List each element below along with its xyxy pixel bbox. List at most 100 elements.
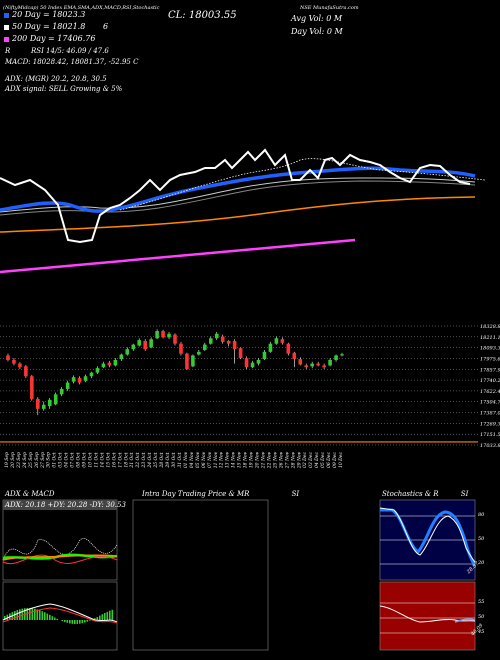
macd-bar (99, 615, 101, 620)
date-label: 11 Nov (213, 451, 219, 468)
adx-orange-line (2, 554, 118, 561)
candle-body (334, 355, 338, 360)
candle-body (322, 365, 326, 368)
date-label: 03 Oct (58, 452, 64, 467)
candle (53, 392, 58, 406)
candle (250, 360, 255, 369)
intraday-title-text: Intra Day Trading Price & MR (142, 490, 250, 498)
price-axis-label: 17622.47 (480, 389, 500, 395)
date-label: 07 Oct (70, 452, 76, 467)
date-label: 07 Nov (207, 451, 213, 468)
date-label: 25 Oct (153, 452, 159, 468)
candle (155, 329, 159, 340)
stoch-axis-20: 20 (478, 560, 485, 566)
candle (203, 342, 207, 351)
intraday-title-suffix: SI (291, 490, 300, 498)
close-price: CL: 18003.55 (168, 10, 237, 21)
macd-bar (76, 620, 79, 624)
macd-bar (81, 620, 84, 624)
date-label: 30 Oct (171, 452, 177, 467)
candle (59, 387, 64, 397)
date-label: 14 Oct (99, 452, 105, 467)
intraday-panel-frame (132, 499, 269, 651)
candle-body (41, 404, 46, 409)
candle-body (316, 363, 320, 366)
candle (6, 353, 10, 362)
date-label: 23 Oct (141, 452, 147, 468)
date-label: 04 Dec (314, 452, 320, 468)
ema20-line (0, 166, 476, 213)
study-list: EMA,SMA,ADX,MACD,RSI,Stochastic (63, 5, 160, 11)
ema20-legend: 20 Day = 18023.3 (12, 10, 86, 19)
candle-body (226, 340, 231, 344)
date-label: 15 Nov (237, 451, 243, 468)
adx-panel-title: ADX & MACD (5, 490, 55, 498)
price-axis-label: 18328.83 (480, 324, 500, 330)
rsi-legend: RSI 14/5: 46.09 / 47.6 (31, 47, 109, 55)
candle (274, 336, 279, 345)
date-label: 05 Nov (195, 451, 201, 468)
date-label: 19 Sep (4, 452, 10, 468)
macd-bar (54, 617, 56, 620)
candle (322, 363, 326, 370)
candle-body (6, 355, 10, 360)
candle (77, 376, 82, 385)
candle (18, 362, 22, 370)
macd-bar (61, 620, 64, 622)
macd-bar (86, 620, 89, 622)
stoch-axis-80: 80 (478, 512, 485, 518)
date-label: 31 Oct (177, 452, 183, 467)
date-label: 03 Dec (308, 452, 314, 468)
rsi-axis-55: 55 (478, 599, 485, 605)
ema50b-line (0, 180, 476, 216)
date-label: 01 Nov (183, 451, 189, 468)
candle (107, 360, 112, 368)
date-label: 04 Nov (189, 451, 195, 468)
date-label: 30 Sep (46, 452, 52, 468)
candle (143, 339, 147, 351)
candle-body (101, 363, 106, 368)
site-name: MunafaSutra.com (313, 5, 359, 11)
macd-bar (71, 620, 74, 624)
candle (95, 366, 100, 375)
candle (292, 351, 297, 368)
date-label: 26 Nov (278, 451, 284, 469)
symbol-code: (NiftyMidcap) 50 Index (3, 5, 63, 11)
candle (208, 336, 213, 345)
date-label: 19 Nov (249, 451, 255, 468)
candle-body (280, 339, 285, 343)
candle-body (197, 351, 201, 355)
price-axis-label: 17269.3 (480, 421, 500, 427)
day-volume: Day Vol: 0 M (291, 27, 343, 36)
candle-body (47, 399, 52, 407)
sma-dotted-line (119, 158, 486, 211)
stoch-axis-50: 50 (478, 536, 485, 542)
candle-body (125, 349, 130, 355)
macd-bar (29, 608, 31, 620)
macd-bar (44, 612, 46, 620)
date-label: 29 Oct (165, 452, 171, 468)
candle (119, 353, 124, 361)
adx-signal: ADX signal: SELL Growing & 5% (5, 85, 123, 93)
candle (232, 339, 237, 364)
candle-body (155, 331, 159, 339)
date-label: 04 Oct (64, 452, 70, 467)
candle-body (208, 338, 213, 344)
stoch-panel-title: Stochastics & R SI (382, 490, 468, 498)
date-label: 21 Oct (129, 452, 135, 468)
macd-bar (101, 614, 104, 620)
adx-values: ADX: 20.18 +DY: 20.28 -DY: 30.53 (5, 501, 126, 509)
macd-bar (51, 616, 54, 620)
candle (185, 352, 189, 370)
candle-body (12, 359, 16, 364)
date-label: 27 Sep (40, 452, 46, 469)
candle-body (220, 336, 225, 342)
candle-body (304, 365, 309, 368)
ema-orange-line (0, 196, 476, 233)
date-label: 09 Oct (82, 452, 88, 467)
stoch-white-line (379, 507, 476, 563)
date-label: 18 Oct (123, 452, 129, 467)
candle-body (203, 344, 207, 351)
candle-body (244, 358, 249, 368)
